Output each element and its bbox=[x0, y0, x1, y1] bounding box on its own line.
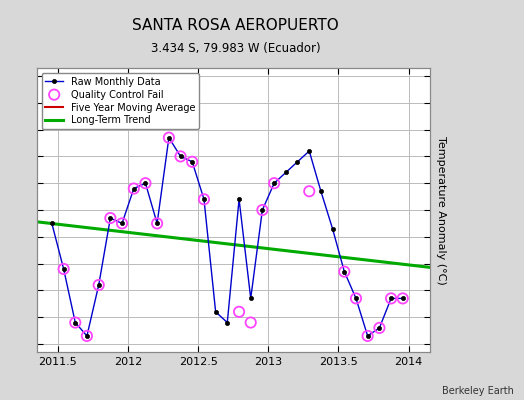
Quality Control Fail bbox=[270, 180, 278, 186]
Raw Monthly Data bbox=[84, 334, 90, 338]
Raw Monthly Data bbox=[330, 226, 336, 231]
Quality Control Fail bbox=[235, 309, 243, 315]
Quality Control Fail bbox=[364, 333, 372, 339]
Raw Monthly Data bbox=[259, 208, 266, 212]
Raw Monthly Data bbox=[224, 320, 231, 325]
Raw Monthly Data bbox=[95, 283, 102, 288]
Quality Control Fail bbox=[246, 319, 255, 326]
Raw Monthly Data bbox=[119, 221, 125, 226]
Raw Monthly Data bbox=[189, 159, 195, 164]
Raw Monthly Data bbox=[341, 269, 347, 274]
Quality Control Fail bbox=[188, 158, 196, 165]
Quality Control Fail bbox=[352, 295, 360, 302]
Quality Control Fail bbox=[200, 196, 208, 202]
Raw Monthly Data bbox=[201, 197, 207, 202]
Quality Control Fail bbox=[153, 220, 161, 226]
Text: SANTA ROSA AEROPUERTO: SANTA ROSA AEROPUERTO bbox=[133, 18, 339, 33]
Quality Control Fail bbox=[399, 295, 407, 302]
Raw Monthly Data bbox=[306, 149, 312, 154]
Quality Control Fail bbox=[118, 220, 126, 226]
Quality Control Fail bbox=[141, 180, 150, 186]
Quality Control Fail bbox=[387, 295, 395, 302]
Raw Monthly Data bbox=[353, 296, 359, 301]
Raw Monthly Data bbox=[130, 186, 137, 191]
Raw Monthly Data bbox=[271, 181, 277, 186]
Raw Monthly Data bbox=[60, 266, 67, 271]
Quality Control Fail bbox=[106, 215, 115, 221]
Raw Monthly Data bbox=[365, 334, 371, 338]
Raw Monthly Data bbox=[143, 181, 149, 186]
Raw Monthly Data bbox=[236, 197, 242, 202]
Raw Monthly Data bbox=[247, 296, 254, 301]
Quality Control Fail bbox=[83, 333, 91, 339]
Raw Monthly Data bbox=[213, 310, 219, 314]
Quality Control Fail bbox=[340, 268, 348, 275]
Raw Monthly Data bbox=[178, 154, 184, 159]
Text: Berkeley Earth: Berkeley Earth bbox=[442, 386, 514, 396]
Text: 3.434 S, 79.983 W (Ecuador): 3.434 S, 79.983 W (Ecuador) bbox=[151, 42, 321, 55]
Quality Control Fail bbox=[375, 325, 384, 331]
Raw Monthly Data bbox=[376, 326, 383, 330]
Quality Control Fail bbox=[258, 207, 267, 213]
Raw Monthly Data bbox=[107, 216, 114, 220]
Raw Monthly Data bbox=[72, 320, 79, 325]
Raw Monthly Data bbox=[294, 159, 301, 164]
Raw Monthly Data bbox=[400, 296, 406, 301]
Quality Control Fail bbox=[71, 319, 80, 326]
Line: Raw Monthly Data: Raw Monthly Data bbox=[50, 136, 405, 338]
Y-axis label: Temperature Anomaly (°C): Temperature Anomaly (°C) bbox=[436, 136, 446, 284]
Raw Monthly Data bbox=[166, 135, 172, 140]
Quality Control Fail bbox=[129, 185, 138, 192]
Quality Control Fail bbox=[165, 134, 173, 141]
Quality Control Fail bbox=[94, 282, 103, 288]
Raw Monthly Data bbox=[282, 170, 289, 175]
Quality Control Fail bbox=[177, 153, 185, 160]
Raw Monthly Data bbox=[388, 296, 394, 301]
Raw Monthly Data bbox=[49, 221, 55, 226]
Legend: Raw Monthly Data, Quality Control Fail, Five Year Moving Average, Long-Term Tren: Raw Monthly Data, Quality Control Fail, … bbox=[41, 73, 199, 129]
Quality Control Fail bbox=[305, 188, 313, 194]
Raw Monthly Data bbox=[318, 189, 324, 194]
Quality Control Fail bbox=[59, 266, 68, 272]
Raw Monthly Data bbox=[154, 221, 160, 226]
